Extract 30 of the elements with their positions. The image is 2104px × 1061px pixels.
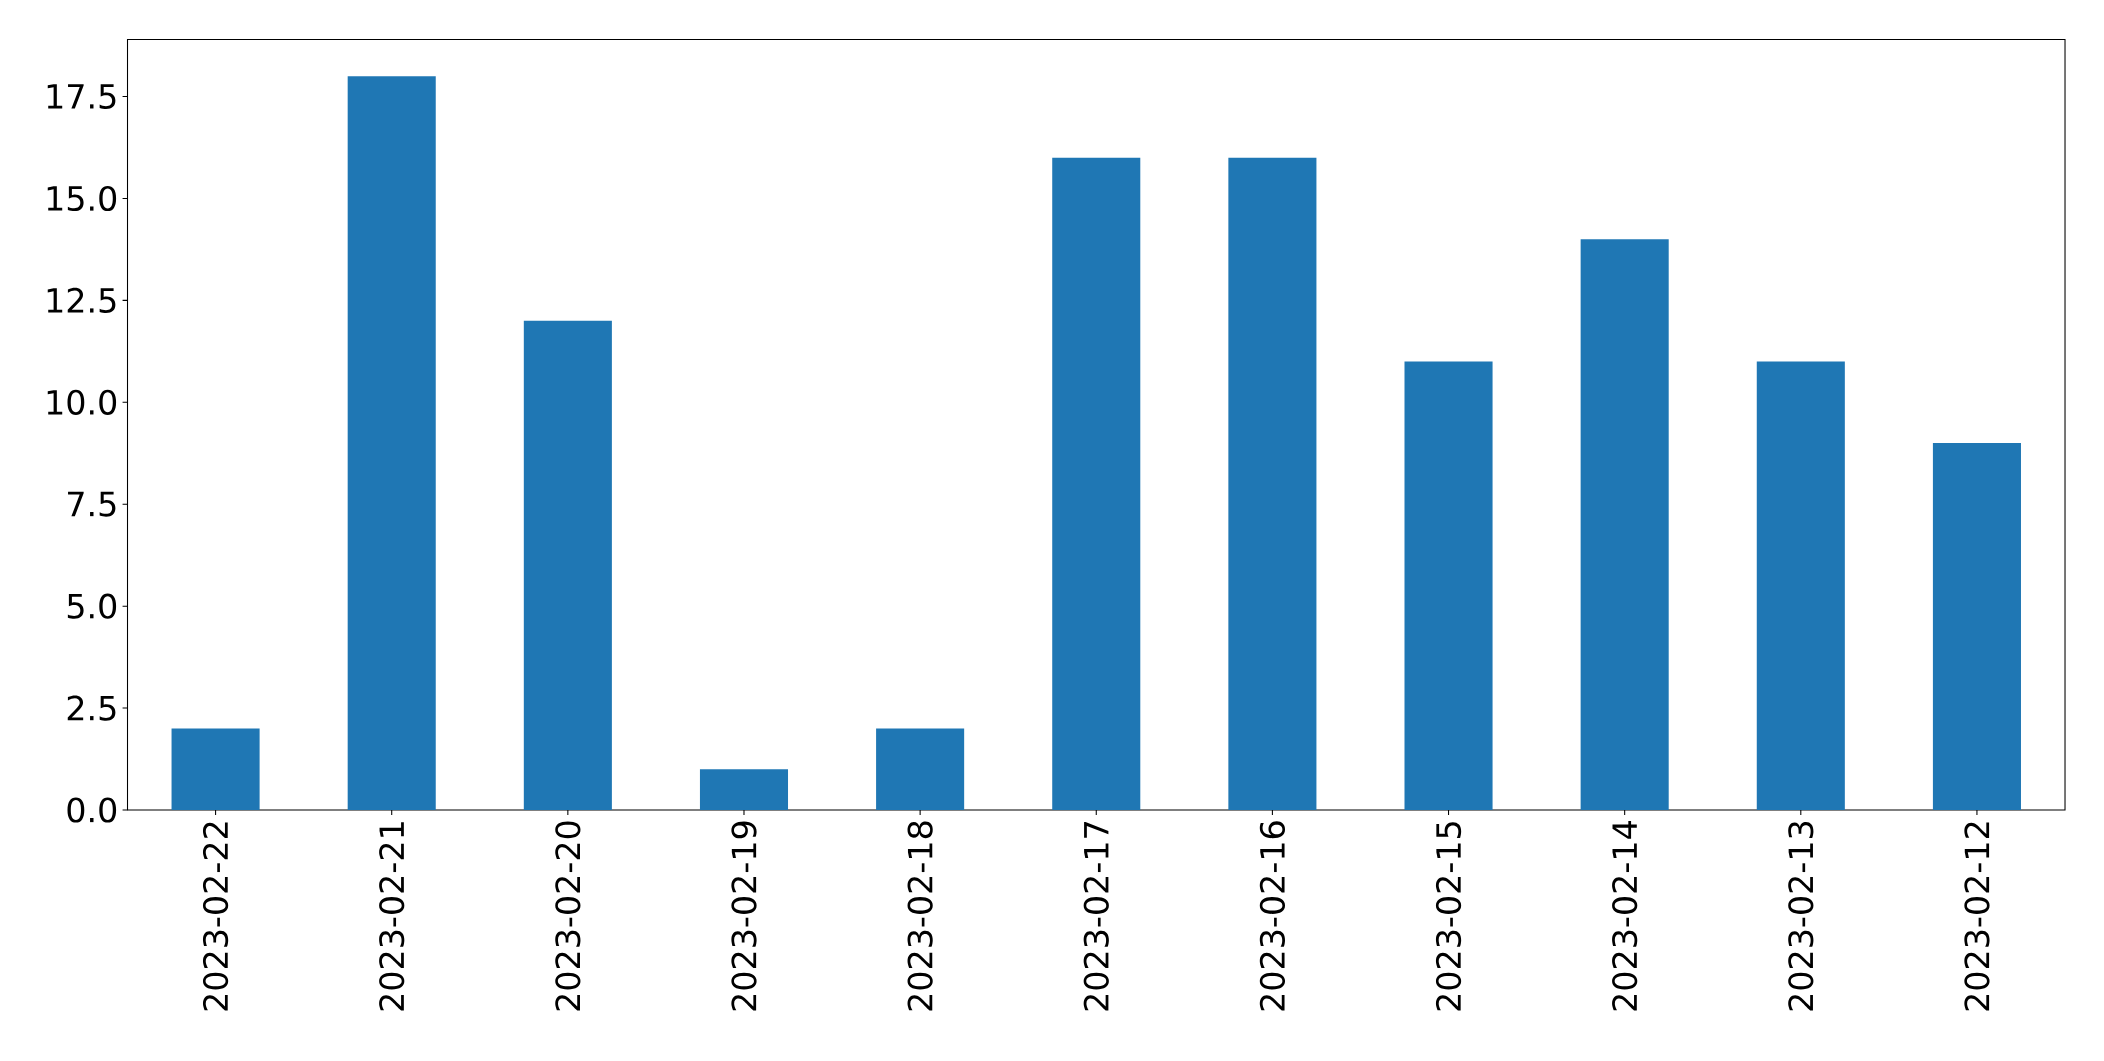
x-tick-label: 2023-02-15 — [1435, 822, 1462, 1011]
bar — [171, 728, 260, 810]
bar — [1228, 157, 1317, 810]
bar — [523, 320, 612, 810]
y-tick-label: 7.5 — [68, 491, 116, 517]
x-tick-label: 2023-02-13 — [1788, 821, 1814, 1011]
y-tick-label: 5.0 — [67, 593, 117, 619]
x-tick-label: 2023-02-19 — [731, 821, 757, 1011]
x-tick-label: 2023-02-22 — [202, 822, 229, 1011]
bar — [1756, 361, 1845, 810]
bar — [1580, 239, 1669, 810]
x-tick-label: 2023-02-16 — [1259, 821, 1286, 1011]
y-tick-label: 15.0 — [47, 185, 117, 212]
y-tick-label: 12.5 — [47, 287, 116, 314]
x-tick-label: 2023-02-18 — [907, 821, 933, 1011]
x-tick-label: 2023-02-21 — [379, 822, 405, 1011]
bar — [1052, 157, 1141, 810]
x-tick-label: 2023-02-12 — [1964, 822, 1990, 1011]
y-tick-label: 2.5 — [67, 695, 116, 721]
x-tick-label: 2023-02-17 — [1083, 822, 1109, 1011]
bar — [347, 76, 436, 810]
y-tick-label: 0.0 — [67, 797, 117, 823]
bar — [699, 769, 789, 810]
x-tick-label: 2023-02-14 — [1612, 821, 1638, 1011]
y-tick-label: 17.5 — [47, 84, 116, 109]
x-tick-label: 2023-02-20 — [555, 821, 581, 1011]
bar — [1932, 443, 2021, 810]
y-tick-label: 10.0 — [47, 389, 117, 415]
bar — [876, 728, 965, 810]
bar — [1404, 361, 1493, 810]
